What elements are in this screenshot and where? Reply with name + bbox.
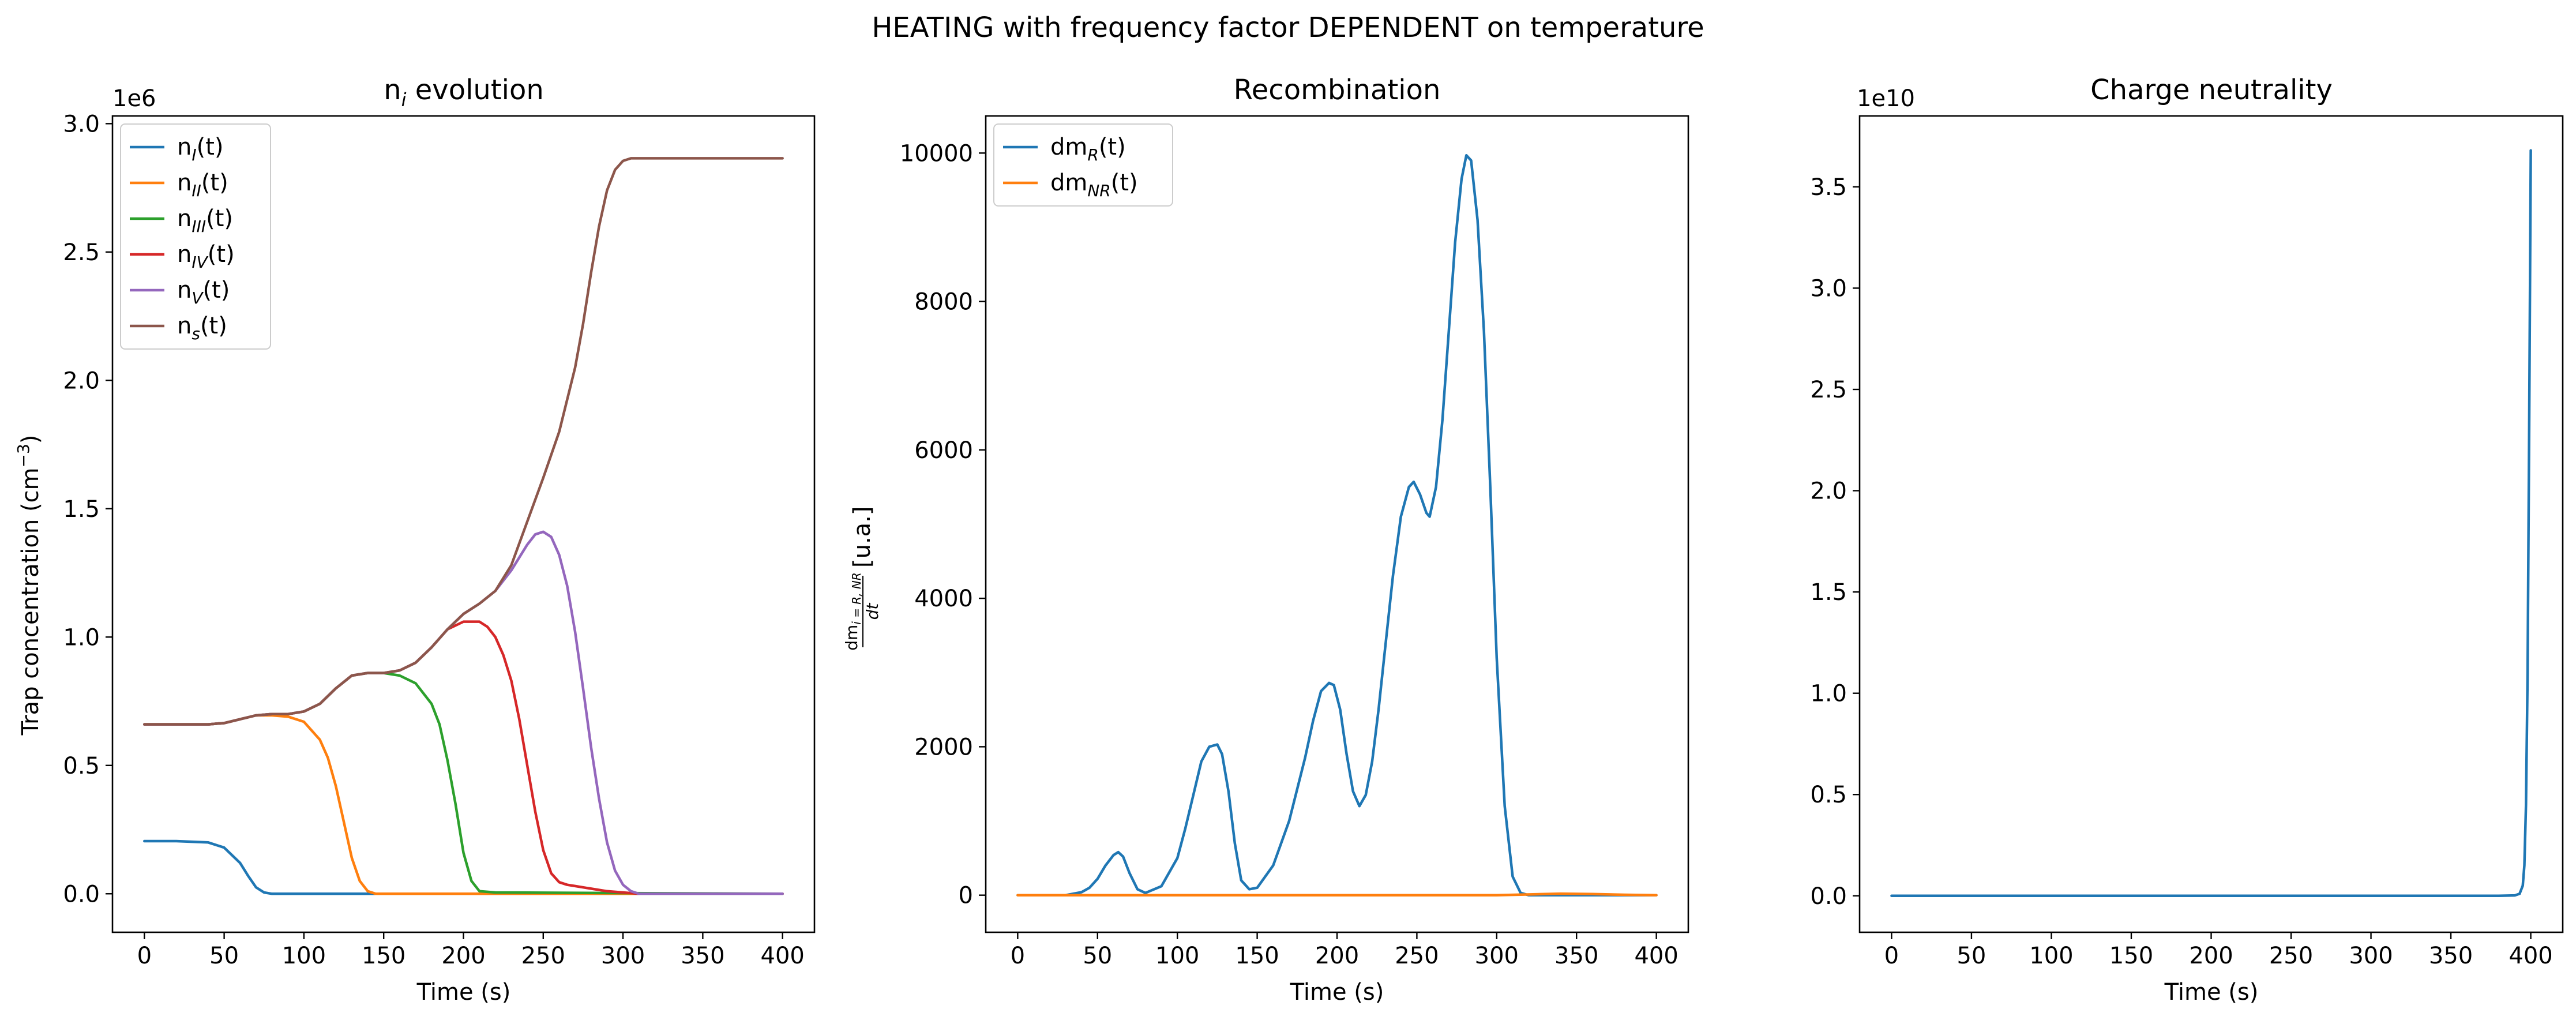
y-tick-label: 6000 bbox=[914, 437, 973, 464]
x-tick-label: 250 bbox=[521, 943, 565, 969]
y-tick-label: 8000 bbox=[914, 289, 973, 316]
y-tick-label: 1.0 bbox=[1810, 681, 1847, 707]
x-tick-label: 300 bbox=[1475, 943, 1519, 969]
x-tick-label: 0 bbox=[1884, 943, 1899, 969]
x-tick-label: 200 bbox=[2189, 943, 2233, 969]
legend-label: ns(t) bbox=[177, 313, 227, 343]
x-axis-label: Time (s) bbox=[416, 979, 511, 1006]
y-tick-label: 4000 bbox=[914, 586, 973, 612]
x-tick-label: 150 bbox=[2109, 943, 2153, 969]
x-tick-label: 400 bbox=[1634, 943, 1678, 969]
y-tick-label: 2.5 bbox=[63, 239, 100, 266]
legend-label: dmNR(t) bbox=[1050, 170, 1138, 200]
x-tick-label: 350 bbox=[1554, 943, 1598, 969]
axes-frame bbox=[111, 115, 816, 933]
legend-label: nI(t) bbox=[177, 134, 224, 164]
x-tick-label: 400 bbox=[761, 943, 805, 969]
legend-label: nV(t) bbox=[177, 277, 230, 307]
axes-frame bbox=[985, 115, 1689, 933]
y-tick-label: 3.0 bbox=[63, 111, 100, 137]
x-tick-label: 100 bbox=[282, 943, 326, 969]
y-tick-label: 2.5 bbox=[1810, 377, 1847, 403]
legend-box bbox=[120, 123, 271, 350]
y-tick-label: 1.5 bbox=[1810, 579, 1847, 606]
y-axis-label: dmi = R, NR dt [u.a.] bbox=[842, 506, 882, 650]
legend-label: nIV(t) bbox=[177, 241, 235, 272]
figure-title: HEATING with frequency factor DEPENDENT … bbox=[872, 12, 1704, 44]
y-tick-label: 0.5 bbox=[63, 753, 100, 779]
panel-recombination: Recombination dmi = R, NR dt [u.a.] Time… bbox=[842, 74, 1689, 1006]
y-tick-label: 1.5 bbox=[63, 496, 100, 523]
x-axis-label: Time (s) bbox=[1290, 979, 1384, 1006]
y-tick-label: 3.5 bbox=[1810, 174, 1847, 201]
panel-charge-neutrality: Charge neutrality 1e10 Time (s) 0 50 100 15… bbox=[1810, 74, 2564, 1006]
x-tick-label: 350 bbox=[2429, 943, 2473, 969]
legend-label: dmR(t) bbox=[1050, 134, 1126, 164]
x-tick-label: 200 bbox=[1315, 943, 1359, 969]
x-tick-label: 50 bbox=[1957, 943, 1986, 969]
y-tick-label: 10000 bbox=[900, 140, 973, 167]
x-tick-label: 0 bbox=[1011, 943, 1025, 969]
panel-title: Charge neutrality bbox=[2090, 74, 2333, 106]
panel-title: ni evolution bbox=[384, 74, 544, 111]
y-tick-label: 2.0 bbox=[63, 367, 100, 394]
axes-frame bbox=[1858, 115, 2564, 933]
x-tick-label: 0 bbox=[137, 943, 152, 969]
x-tick-label: 250 bbox=[2269, 943, 2313, 969]
x-tick-label: 150 bbox=[1235, 943, 1279, 969]
legend-label: nIII(t) bbox=[177, 205, 233, 236]
y-tick-label: 2.0 bbox=[1810, 478, 1847, 505]
x-tick-label: 150 bbox=[362, 943, 405, 969]
x-tick-label: 100 bbox=[2029, 943, 2073, 969]
y-tick-label: 0.5 bbox=[1810, 782, 1847, 808]
x-tick-label: 300 bbox=[2349, 943, 2393, 969]
series-line-0 bbox=[143, 839, 784, 895]
series-line-2 bbox=[143, 672, 784, 895]
legend: dmR(t) dmNR(t) bbox=[993, 123, 1173, 207]
y-tick-label: 3.0 bbox=[1810, 275, 1847, 302]
x-tick-label: 300 bbox=[601, 943, 645, 969]
x-tick-label: 50 bbox=[209, 943, 239, 969]
svg-text:dt: dt bbox=[863, 603, 882, 620]
y-offset-label: 1e6 bbox=[112, 85, 156, 112]
y-tick-label: 1.0 bbox=[63, 624, 100, 651]
x-tick-label: 200 bbox=[441, 943, 485, 969]
y-axis-label: Trap concentration (cm−3) bbox=[14, 435, 44, 736]
legend-label: nII(t) bbox=[177, 170, 228, 200]
x-tick-label: 400 bbox=[2509, 943, 2552, 969]
series-line-1 bbox=[1016, 892, 1658, 897]
svg-text:[u.a.]: [u.a.] bbox=[849, 506, 876, 568]
series-line-5 bbox=[143, 157, 784, 726]
x-axis-label: Time (s) bbox=[2164, 979, 2259, 1006]
x-tick-label: 100 bbox=[1155, 943, 1199, 969]
x-tick-label: 50 bbox=[1083, 943, 1112, 969]
series-line-0 bbox=[1016, 153, 1658, 897]
legend: nI(t) nII(t) nIII(t) nIV(t) nV(t) ns(t) bbox=[120, 123, 271, 350]
panel-title: Recombination bbox=[1234, 74, 1441, 106]
y-tick-label: 2000 bbox=[914, 734, 973, 760]
panel-trap-evolution: ni evolution 1e6 Trap concentration (cm−… bbox=[14, 74, 816, 1006]
svg-text:dmi = R, NR: dmi = R, NR bbox=[842, 572, 863, 651]
series-line-0 bbox=[1890, 149, 2532, 898]
x-tick-label: 350 bbox=[681, 943, 724, 969]
series-line-4 bbox=[143, 530, 784, 895]
x-tick-label: 250 bbox=[1395, 943, 1439, 969]
y-tick-label: 0.0 bbox=[1810, 883, 1847, 910]
legend-box bbox=[993, 123, 1173, 207]
y-tick-label: 0 bbox=[959, 883, 973, 909]
series-line-1 bbox=[143, 714, 784, 895]
y-offset-label: 1e10 bbox=[1857, 85, 1915, 112]
y-tick-label: 0.0 bbox=[63, 881, 100, 907]
